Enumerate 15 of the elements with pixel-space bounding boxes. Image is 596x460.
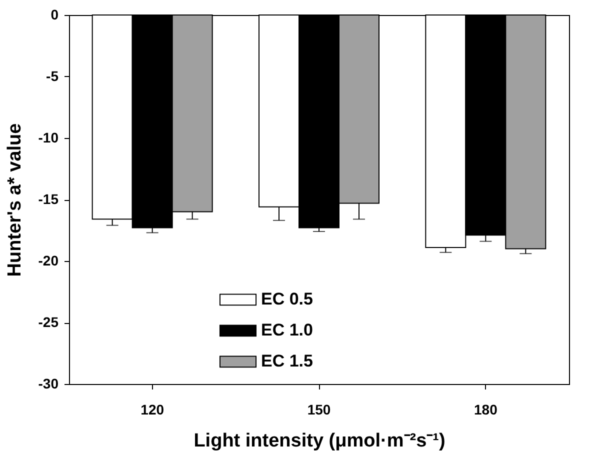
y-tick-label: -25 bbox=[38, 314, 59, 330]
y-axis-title: Hunter's a* value bbox=[4, 123, 26, 277]
legend-label: EC 1.5 bbox=[261, 352, 313, 371]
x-tick-label: 120 bbox=[140, 402, 164, 418]
y-tick-label: -30 bbox=[38, 376, 59, 392]
y-tick-label: 0 bbox=[50, 6, 59, 22]
y-tick-label: -5 bbox=[46, 68, 59, 84]
legend-label: EC 1.0 bbox=[261, 320, 313, 340]
x-tick-label: 180 bbox=[474, 402, 498, 418]
y-tick-label: -20 bbox=[38, 252, 59, 268]
x-tick-label: 150 bbox=[307, 402, 331, 418]
y-tick-label: -10 bbox=[38, 130, 59, 146]
x-axis-title: Light intensity (μmol·m⁻²s⁻¹) bbox=[194, 430, 446, 452]
legend-label: EC 0.5 bbox=[261, 290, 313, 309]
y-tick-label: -15 bbox=[38, 191, 59, 207]
